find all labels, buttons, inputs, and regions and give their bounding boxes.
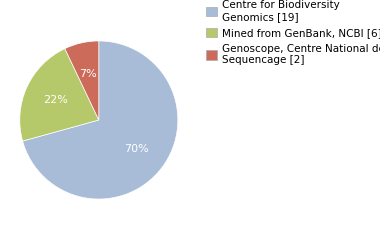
Wedge shape bbox=[23, 41, 178, 199]
Wedge shape bbox=[65, 41, 99, 120]
Wedge shape bbox=[20, 49, 99, 141]
Text: 70%: 70% bbox=[124, 144, 149, 154]
Legend: Centre for Biodiversity
Genomics [19], Mined from GenBank, NCBI [6], Genoscope, : Centre for Biodiversity Genomics [19], M… bbox=[206, 0, 380, 65]
Text: 22%: 22% bbox=[43, 95, 68, 105]
Text: 7%: 7% bbox=[79, 69, 97, 79]
